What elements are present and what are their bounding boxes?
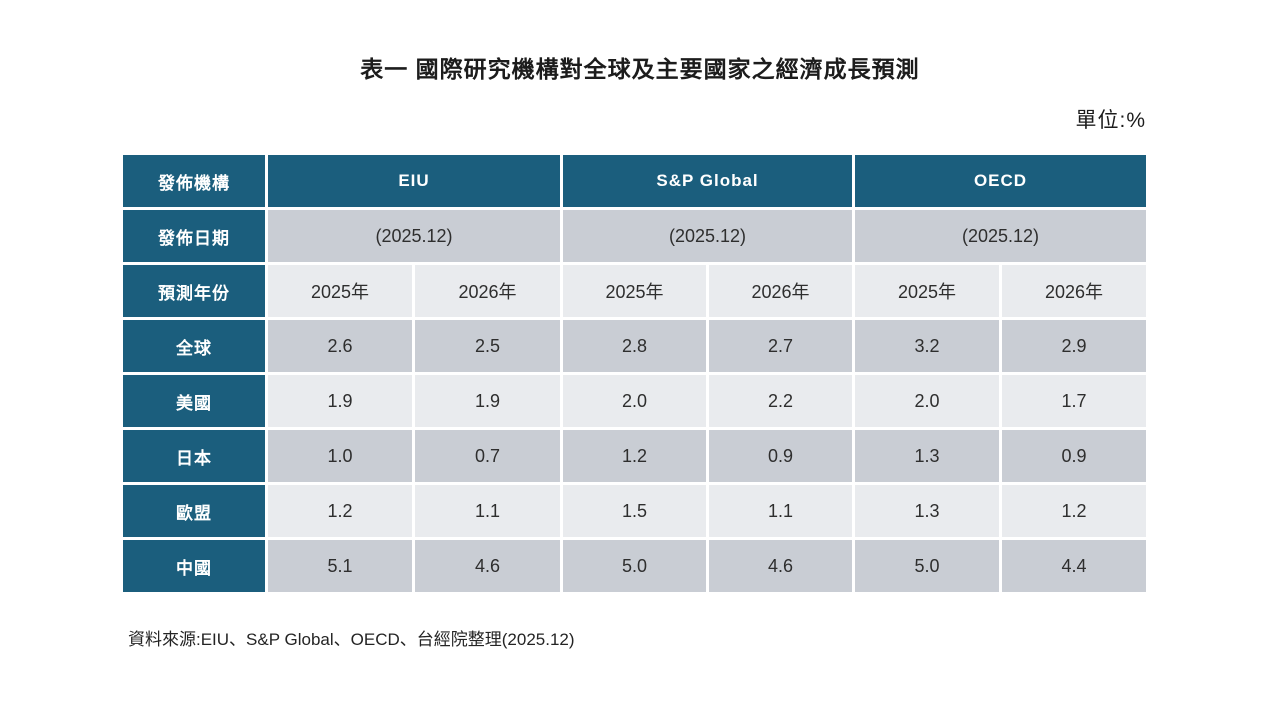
institution-header-eiu: EIU	[265, 152, 563, 210]
value-cell: 5.1	[265, 537, 415, 595]
region-label-eu: 歐盟	[120, 482, 268, 540]
value-cell: 1.3	[852, 427, 1003, 485]
value-cell: 2.8	[560, 317, 709, 375]
value-cell: 0.7	[412, 427, 563, 485]
forecast-table: 發佈機構 EIU S&P Global OECD 發佈日期 (2025.12) …	[120, 152, 1150, 595]
table-row-china: 中國 5.1 4.6 5.0 4.6 5.0 4.4	[120, 537, 1150, 595]
value-cell: 0.9	[999, 427, 1150, 485]
table-row-japan: 日本 1.0 0.7 1.2 0.9 1.3 0.9	[120, 427, 1150, 485]
table-row-dates: 發佈日期 (2025.12) (2025.12) (2025.12)	[120, 207, 1150, 265]
corner-header-cell: 發佈機構	[120, 152, 268, 210]
value-cell: 5.0	[560, 537, 709, 595]
date-cell: (2025.12)	[852, 207, 1150, 265]
value-cell: 1.2	[265, 482, 415, 540]
year-cell: 2025年	[852, 262, 1003, 320]
value-cell: 0.9	[705, 427, 856, 485]
date-row-label: 發佈日期	[120, 207, 268, 265]
year-cell: 2025年	[265, 262, 415, 320]
date-cell: (2025.12)	[559, 207, 856, 265]
value-cell: 2.2	[705, 372, 856, 430]
value-cell: 1.3	[852, 482, 1003, 540]
year-cell: 2026年	[999, 262, 1150, 320]
page-title: 表一 國際研究機構對全球及主要國家之經濟成長預測	[360, 56, 920, 82]
value-cell: 1.7	[999, 372, 1150, 430]
year-cell: 2026年	[412, 262, 563, 320]
date-cell: (2025.12)	[265, 207, 563, 265]
value-cell: 1.1	[412, 482, 563, 540]
value-cell: 2.0	[852, 372, 1003, 430]
table-row-institutions: 發佈機構 EIU S&P Global OECD	[120, 152, 1150, 210]
value-cell: 1.9	[265, 372, 415, 430]
value-cell: 2.7	[705, 317, 856, 375]
region-label-global: 全球	[120, 317, 268, 375]
value-cell: 2.6	[265, 317, 415, 375]
region-label-usa: 美國	[120, 372, 268, 430]
value-cell: 4.6	[705, 537, 856, 595]
value-cell: 5.0	[852, 537, 1003, 595]
value-cell: 1.5	[560, 482, 709, 540]
value-cell: 4.4	[999, 537, 1150, 595]
value-cell: 2.9	[999, 317, 1150, 375]
value-cell: 2.0	[560, 372, 709, 430]
value-cell: 1.1	[705, 482, 856, 540]
region-label-japan: 日本	[120, 427, 268, 485]
value-cell: 4.6	[412, 537, 563, 595]
value-cell: 1.2	[560, 427, 709, 485]
source-note: 資料來源:EIU、S&P Global、OECD、台經院整理(2025.12)	[128, 630, 575, 649]
year-cell: 2026年	[705, 262, 856, 320]
table-row-global: 全球 2.6 2.5 2.8 2.7 3.2 2.9	[120, 317, 1150, 375]
value-cell: 2.5	[412, 317, 563, 375]
value-cell: 1.9	[412, 372, 563, 430]
region-label-china: 中國	[120, 537, 268, 595]
value-cell: 1.0	[265, 427, 415, 485]
year-row-label: 預測年份	[120, 262, 268, 320]
table-row-eu: 歐盟 1.2 1.1 1.5 1.1 1.3 1.2	[120, 482, 1150, 540]
unit-label: 單位:%	[1075, 109, 1146, 132]
table-row-years: 預測年份 2025年 2026年 2025年 2026年 2025年 2026年	[120, 262, 1150, 320]
institution-header-oecd: OECD	[852, 152, 1150, 210]
value-cell: 3.2	[852, 317, 1003, 375]
year-cell: 2025年	[560, 262, 709, 320]
table-row-usa: 美國 1.9 1.9 2.0 2.2 2.0 1.7	[120, 372, 1150, 430]
value-cell: 1.2	[999, 482, 1150, 540]
institution-header-sp-global: S&P Global	[559, 152, 856, 210]
